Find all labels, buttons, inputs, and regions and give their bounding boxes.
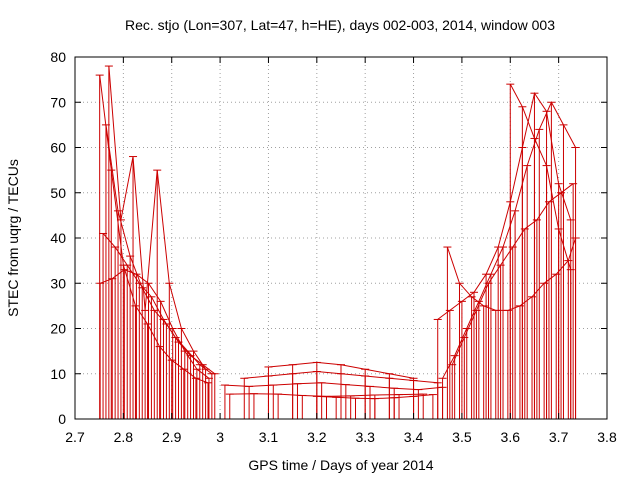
x-tick-label: 3.3: [355, 429, 375, 445]
series-line: [509, 83, 572, 270]
x-tick-label: 3.8: [597, 429, 617, 445]
x-tick-label: 3.6: [501, 429, 521, 445]
y-tick-label: 80: [50, 49, 66, 65]
data-series: [95, 65, 580, 419]
series-line: [99, 269, 210, 379]
x-tick-label: 3: [216, 429, 224, 445]
x-tick-label: 3.1: [259, 429, 279, 445]
x-axis-label: GPS time / Days of year 2014: [248, 457, 433, 473]
x-tick-label: 3.7: [549, 429, 569, 445]
y-tick-label: 40: [50, 230, 66, 246]
y-axis-label: STEC from uqrg / TECUs: [5, 159, 21, 317]
axes: 2.7 2.8 2.9 3 3.1 3.2 3.3 3.4 3.5 3.6 3.7 3.8 0 10 20 3…: [50, 49, 617, 445]
x-tick-label: 3.2: [307, 429, 327, 445]
series-line: [99, 75, 209, 384]
y-tick-label: 50: [50, 185, 66, 201]
x-tick-label: 2.8: [114, 429, 134, 445]
chart-title: Rec. stjo (Lon=307, Lat=47, h=HE), days …: [125, 17, 555, 33]
y-tick-label: 60: [50, 140, 66, 156]
x-tick-label: 3.4: [404, 429, 424, 445]
x-tick-label: 3.5: [452, 429, 472, 445]
y-tick-label: 0: [58, 411, 66, 427]
x-tick-label: 2.7: [65, 429, 85, 445]
series-line: [437, 91, 572, 320]
y-tick-label: 10: [50, 366, 66, 382]
y-tick-label: 30: [50, 275, 66, 291]
y-tick-label: 70: [50, 94, 66, 110]
y-tick-label: 20: [50, 321, 66, 337]
series-line: [224, 382, 443, 391]
x-tick-label: 2.9: [162, 429, 182, 445]
series-line: [442, 101, 577, 379]
